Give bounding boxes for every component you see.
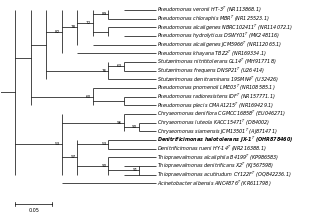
Text: Pseudomonas pnomenoli LME03$^T$ (NR108585.1): Pseudomonas pnomenoli LME03$^T$ (NR10858… xyxy=(157,83,275,93)
Text: 53: 53 xyxy=(101,142,106,146)
Text: 89: 89 xyxy=(101,12,106,16)
Text: 76: 76 xyxy=(101,69,106,73)
Text: 96: 96 xyxy=(117,121,122,125)
Text: Thiopraevalmonas denitrificans X2$^T$ (KJ567598): Thiopraevalmonas denitrificans X2$^T$ (K… xyxy=(157,161,274,171)
Text: 91: 91 xyxy=(132,168,138,173)
Text: 78: 78 xyxy=(70,25,76,29)
Text: 0.05: 0.05 xyxy=(28,208,39,213)
Text: Pseudomonas hydrolyticus DSWY01$^T$ (MK248116): Pseudomonas hydrolyticus DSWY01$^T$ (MK2… xyxy=(157,31,280,41)
Text: Chryseomonas deniflora CGMCC16858$^T$ (EU046271): Chryseomonas deniflora CGMCC16858$^T$ (E… xyxy=(157,109,286,119)
Text: Thiopraevalmonas acutirudum CY122F$^T$ (OQ842236.1): Thiopraevalmonas acutirudum CY122F$^T$ (… xyxy=(157,170,291,180)
Text: Stutzerimonas nitrititolerans GL14$^T$ (MH917718): Stutzerimonas nitrititolerans GL14$^T$ (… xyxy=(157,57,276,67)
Text: Denitrificimonas halotolerans JX-1$^T$ (OHR878460): Denitrificimonas halotolerans JX-1$^T$ (… xyxy=(157,135,293,145)
Text: 97: 97 xyxy=(70,155,76,159)
Text: Stutzerimonas denitraminans 19SMN4$^T$ (U32426): Stutzerimonas denitraminans 19SMN4$^T$ (… xyxy=(157,74,279,85)
Text: 63: 63 xyxy=(117,64,122,68)
Text: 90: 90 xyxy=(132,125,138,129)
Text: Chryseomonas siamensis JCM13501$^T$ (AJ871471): Chryseomonas siamensis JCM13501$^T$ (AJ8… xyxy=(157,126,277,136)
Text: Denitrificimonas rueni HY-14$^T$ (NR216388.1): Denitrificimonas rueni HY-14$^T$ (NR2163… xyxy=(157,144,266,154)
Text: Chryseomonas luteola KACC15471$^T$ (D84002): Chryseomonas luteola KACC15471$^T$ (D840… xyxy=(157,118,270,128)
Text: 82: 82 xyxy=(55,30,60,34)
Text: Thiopraevalmonas alcaliphila B4199$^T$ (KP986583): Thiopraevalmonas alcaliphila B4199$^T$ (… xyxy=(157,152,279,163)
Text: Pseudomonas alcaligenes JCM5966$^T$ (NR112065.1): Pseudomonas alcaligenes JCM5966$^T$ (NR1… xyxy=(157,39,282,50)
Text: Pseudomonas radioresistens IDF$^T$ (NR157771.1): Pseudomonas radioresistens IDF$^T$ (NR15… xyxy=(157,92,275,102)
Text: 72: 72 xyxy=(86,21,91,25)
Text: Pseudomonas plecis CMAA1215$^T$ (NR169429.1): Pseudomonas plecis CMAA1215$^T$ (NR16942… xyxy=(157,100,274,110)
Text: Acinetobacter albensis ANC4876$^T$ (KR611798): Acinetobacter albensis ANC4876$^T$ (KR61… xyxy=(157,178,271,189)
Text: 60: 60 xyxy=(86,95,91,99)
Text: 53: 53 xyxy=(55,142,60,146)
Text: Pseudomonas veronii HT-3$^T$ (NR113868.1): Pseudomonas veronii HT-3$^T$ (NR113868.1… xyxy=(157,5,261,15)
Text: Pseudomonas chloraphis MBR$^T$ (NR125523.1): Pseudomonas chloraphis MBR$^T$ (NR125523… xyxy=(157,13,269,24)
Text: Pseudomonas khayana TBZ2$^T$ (NR169334.1): Pseudomonas khayana TBZ2$^T$ (NR169334.1… xyxy=(157,48,267,59)
Text: 90: 90 xyxy=(101,164,106,168)
Text: Pseudomonas alcaligenes NBRC102411$^T$ (NR114072.1): Pseudomonas alcaligenes NBRC102411$^T$ (… xyxy=(157,22,293,33)
Text: Stutzerimonas frequens DNSP21$^T$ (U26414): Stutzerimonas frequens DNSP21$^T$ (U2641… xyxy=(157,66,264,76)
